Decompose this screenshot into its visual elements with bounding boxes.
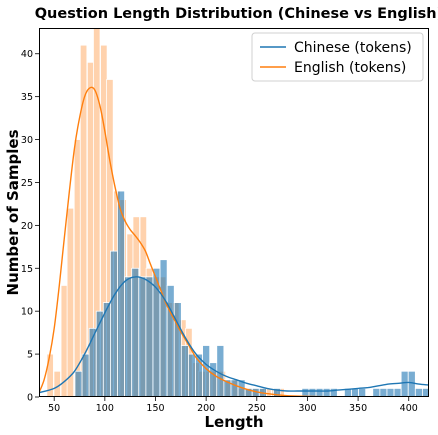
chinese-bar-44 bbox=[386, 388, 395, 397]
chinese-bar-46 bbox=[400, 370, 409, 397]
chinese-bar-40 bbox=[358, 388, 367, 397]
english-bar-7 bbox=[93, 28, 101, 397]
chinese-bar-1 bbox=[81, 353, 90, 397]
chinese-bar-48 bbox=[414, 388, 423, 397]
legend-label-0: Chinese (tokens) bbox=[294, 40, 412, 56]
chinese-bar-5 bbox=[110, 250, 118, 397]
legend: Chinese (tokens) English (tokens) bbox=[251, 32, 424, 82]
chinese-bar-20 bbox=[216, 345, 225, 397]
x-axis-label: Length bbox=[205, 413, 264, 431]
y-tick-label-40: 40 bbox=[21, 49, 33, 60]
chinese-bar-0 bbox=[74, 370, 83, 397]
chinese-bar-28 bbox=[273, 388, 281, 397]
x-tick-label-100: 100 bbox=[96, 403, 114, 414]
y-tick-label-20: 20 bbox=[21, 221, 33, 232]
kde-lines bbox=[39, 86, 429, 397]
chinese-bar-15 bbox=[180, 345, 189, 397]
x-tick-label-150: 150 bbox=[146, 403, 164, 414]
english-kde-line bbox=[39, 86, 429, 397]
legend-label-1: English (tokens) bbox=[294, 60, 406, 76]
chinese-kde-line bbox=[39, 276, 429, 394]
chinese-bar-43 bbox=[379, 388, 388, 397]
x-tick-label-300: 300 bbox=[298, 403, 316, 414]
chinese-bar-6 bbox=[117, 190, 125, 397]
chinese-bar-9 bbox=[138, 276, 147, 397]
chinese-bar-14 bbox=[173, 302, 182, 397]
x-tick-label-200: 200 bbox=[197, 403, 215, 414]
chinese-bar-13 bbox=[166, 285, 175, 397]
chinese-bar-33 bbox=[308, 388, 317, 397]
english-bar-5 bbox=[79, 44, 88, 397]
chinese-bar-8 bbox=[131, 267, 140, 397]
y-tick-label-30: 30 bbox=[21, 135, 33, 146]
english-bar-3 bbox=[66, 207, 75, 397]
chinese-bars bbox=[74, 190, 429, 397]
chinese-bar-12 bbox=[159, 259, 168, 397]
chinese-bar-35 bbox=[322, 388, 331, 397]
chart-title: Question Length Distribution (Chinese vs… bbox=[35, 6, 438, 22]
y-axis-label: Number of Samples bbox=[4, 129, 22, 295]
y-tick-label-10: 10 bbox=[21, 307, 33, 318]
x-tick-label-50: 50 bbox=[48, 403, 60, 414]
chinese-bar-42 bbox=[372, 388, 381, 397]
y-tick-label-25: 25 bbox=[21, 178, 33, 189]
chinese-bar-16 bbox=[188, 353, 196, 397]
english-bar-4 bbox=[73, 139, 82, 397]
chinese-bar-10 bbox=[145, 276, 154, 397]
y-tick-label-5: 5 bbox=[27, 350, 33, 361]
chinese-bar-39 bbox=[351, 388, 359, 397]
chinese-bar-47 bbox=[407, 370, 416, 397]
plot-area bbox=[39, 28, 429, 397]
y-tick-label-35: 35 bbox=[21, 92, 33, 103]
x-tick-label-250: 250 bbox=[248, 403, 266, 414]
english-bar-1 bbox=[53, 370, 61, 397]
chinese-bar-7 bbox=[124, 276, 133, 397]
chinese-bar-34 bbox=[315, 388, 324, 397]
legend-box bbox=[251, 32, 424, 82]
x-tick-label-350: 350 bbox=[349, 403, 367, 414]
english-bar-9 bbox=[106, 79, 114, 397]
x-tick-label-400: 400 bbox=[400, 403, 418, 414]
y-tick-label-0: 0 bbox=[27, 393, 33, 404]
chinese-bar-36 bbox=[329, 388, 338, 397]
y-tick-label-15: 15 bbox=[21, 264, 33, 275]
chinese-bar-49 bbox=[422, 388, 429, 397]
x-axis: 50 100 150 200 250 300 350 400 bbox=[48, 397, 418, 414]
plot-frame bbox=[39, 28, 429, 397]
chinese-bar-4 bbox=[102, 302, 111, 397]
chinese-bar-22 bbox=[230, 379, 239, 397]
y-axis: 0 5 10 15 20 25 30 35 40 bbox=[21, 49, 39, 404]
chinese-bar-45 bbox=[393, 388, 402, 397]
